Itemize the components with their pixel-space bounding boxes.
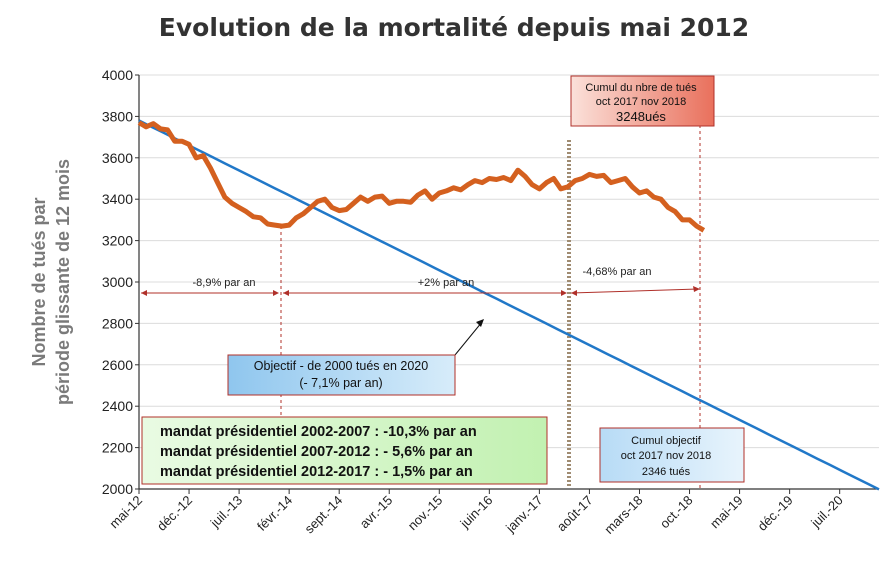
y-tick-label: 2200 xyxy=(102,440,133,456)
objectif-box xyxy=(227,354,456,396)
y-tick-label: 2800 xyxy=(102,315,133,331)
actual-series-line xyxy=(137,120,706,233)
x-tick-label: juil.-20 xyxy=(807,493,845,531)
objectif-pointer xyxy=(454,321,483,356)
cumul-real-line1: Cumul du nbre de tués xyxy=(585,82,697,94)
cumul-real-box xyxy=(570,75,715,127)
arrowhead-3b xyxy=(693,286,700,292)
x-tick-label: mai-12 xyxy=(106,493,145,532)
x-tick-label: mars-18 xyxy=(601,493,645,537)
x-axis-ticks: mai-12 déc.-12 juil.-13 févr.-14 sept.-14 avr… xyxy=(106,489,846,537)
objectif-pointer-head xyxy=(476,319,484,327)
arrowhead-3a xyxy=(571,290,577,296)
y-tick-label: 4000 xyxy=(102,67,133,83)
y-tick-label: 3400 xyxy=(102,191,133,207)
objective-series-line xyxy=(138,119,880,491)
x-tick-label: janv.-17 xyxy=(502,493,545,536)
cumul-obj-line3: 2346 tués xyxy=(642,466,691,478)
x-tick-label: déc.-19 xyxy=(754,493,795,534)
y-axis-label: Nombre de tués par période glissante de … xyxy=(29,159,73,405)
pct-label-2: +2% par an xyxy=(418,277,475,289)
cumul-obj-line2: oct 2017 nov 2018 xyxy=(621,450,712,462)
pct-label-1: -8,9% par an xyxy=(193,277,256,289)
cumul-real-line2: oct 2017 nov 2018 xyxy=(596,96,687,108)
cumul-objectif-box xyxy=(599,427,745,483)
mandat-line3: mandat présidentiel 2012-2017 : - 1,5% p… xyxy=(160,464,473,480)
y-axis-label-line2: période glissante de 12 mois xyxy=(53,159,73,405)
arrowhead-1b xyxy=(273,290,279,296)
x-tick-label: nov.-15 xyxy=(405,493,446,534)
y-tick-label: 3000 xyxy=(102,274,133,290)
mandat-line1: mandat présidentiel 2002-2007 : -10,3% p… xyxy=(160,424,477,440)
y-tick-label: 2600 xyxy=(102,357,133,373)
arrowhead-2b xyxy=(561,290,567,296)
x-tick-label: févr.-14 xyxy=(254,493,295,534)
mandat-box xyxy=(141,416,548,485)
y-tick-label: 3600 xyxy=(102,150,133,166)
y-axis-label-line1: Nombre de tués par xyxy=(29,197,49,366)
x-tick-label: sept.-14 xyxy=(301,493,345,537)
x-tick-label: juin-16 xyxy=(457,493,496,532)
x-tick-label: mai-19 xyxy=(707,493,746,532)
y-tick-label: 2000 xyxy=(102,481,133,497)
y-tick-label: 2400 xyxy=(102,398,133,414)
arrowhead-1a xyxy=(141,290,147,296)
x-tick-label: août-17 xyxy=(554,493,596,535)
mandat-line2: mandat présidentiel 2007-2012 : - 5,6% p… xyxy=(160,444,473,460)
y-tick-label: 3800 xyxy=(102,108,133,124)
arrowhead-2a xyxy=(283,290,289,296)
y-tick-label: 3200 xyxy=(102,233,133,249)
objectif-line1: Objectif - de 2000 tués en 2020 xyxy=(254,359,428,373)
cumul-real-line3: 3248ués xyxy=(616,109,666,124)
objectif-line2: (- 7,1% par an) xyxy=(299,376,382,390)
arrow-segment-3 xyxy=(570,288,699,294)
pct-arrows xyxy=(141,286,700,296)
pct-label-3: -4,68% par an xyxy=(582,266,651,278)
chart-title: Evolution de la mortalité depuis mai 201… xyxy=(159,13,749,42)
y-axis-ticks: 2000 2200 2400 2600 2800 3000 3200 3400 3600 3800… xyxy=(102,67,139,497)
x-tick-label: oct.-18 xyxy=(657,493,696,532)
x-tick-label: juil.-13 xyxy=(207,493,245,531)
x-tick-label: déc.-12 xyxy=(154,493,195,534)
cumul-obj-line1: Cumul objectif xyxy=(631,435,702,447)
x-tick-label: avr.-15 xyxy=(357,493,396,532)
